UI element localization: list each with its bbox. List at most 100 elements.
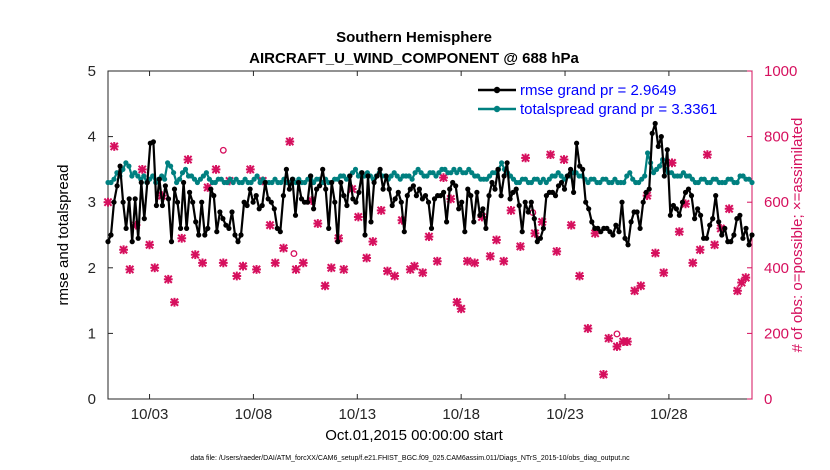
left-tick-label: 3 (88, 194, 96, 211)
rmse-point (359, 170, 365, 176)
obs-assimilated-marker (270, 258, 280, 268)
totalspread-point (636, 179, 642, 186)
obs-assimilated-marker (198, 258, 207, 268)
obs-assimilated-marker (695, 245, 705, 255)
rmse-point (604, 225, 610, 231)
rmse-point (649, 130, 655, 136)
totalspread-point (230, 179, 236, 186)
x-tick-label: 10/18 (442, 406, 480, 423)
totalspread-point (126, 163, 132, 169)
rmse-point (171, 186, 178, 192)
totalspread-point (203, 170, 209, 176)
rmse-point (329, 179, 335, 186)
rmse-point (419, 196, 425, 202)
rmse-point (540, 225, 547, 231)
obs-assimilated-marker (109, 142, 119, 151)
rmse-point (447, 186, 453, 192)
rmse-point (471, 219, 477, 225)
rmse-point (716, 219, 722, 225)
rmse-point (350, 196, 356, 202)
totalspread-point (534, 176, 540, 182)
rmse-point (598, 229, 604, 235)
obs-assimilated-marker (418, 268, 428, 278)
totalspread-point (746, 176, 752, 182)
rmse-point (646, 186, 652, 192)
rmse-point (610, 232, 616, 238)
rmse-point (165, 196, 172, 202)
rmse-point (519, 229, 525, 235)
obs-assimilated-marker (183, 155, 193, 164)
rmse-point (196, 232, 202, 238)
rmse-point (283, 166, 289, 172)
rmse-point (513, 186, 519, 192)
obs-assimilated-marker (710, 240, 720, 250)
right-tick-label: 400 (764, 260, 789, 277)
rmse-point (380, 186, 386, 192)
rmse-point (184, 225, 190, 231)
rmse-point (347, 173, 353, 179)
rmse-point (749, 232, 755, 238)
obs-assimilated-marker (651, 248, 660, 258)
totalspread-point (108, 179, 114, 186)
totalspread-point (200, 173, 206, 179)
rmse-point (595, 225, 601, 231)
rmse-point (341, 193, 347, 199)
totalspread-point (624, 173, 630, 179)
totalspread-point (227, 176, 233, 182)
obs-assimilated-marker (733, 286, 742, 296)
obs-assimilated-marker (583, 324, 593, 333)
rmse-point (271, 206, 277, 212)
totalspread-point (174, 179, 180, 186)
legend-background (470, 77, 742, 119)
rmse-point (162, 183, 168, 189)
totalspread-point (388, 173, 394, 179)
obs-assimilated-marker (368, 237, 378, 246)
y-axis-label-right: # of obs: o=possible; ×=assimilated (789, 118, 806, 353)
obs-assimilated-marker (499, 256, 509, 266)
totalspread-point (645, 150, 651, 156)
left-axis: 0 1 2 3 4 5 (88, 63, 113, 408)
obs-assimilated-marker (667, 158, 677, 168)
rmse-point (241, 199, 247, 205)
rmse-point (658, 134, 664, 140)
totalspread-point (206, 176, 212, 182)
totalspread-point (701, 176, 707, 182)
rmse-point (289, 176, 295, 182)
y-axis-label-left: rmse and totalspread (55, 165, 72, 306)
obs-assimilated-marker (485, 251, 495, 261)
right-tick-label: 600 (764, 194, 789, 211)
rmse-point (371, 179, 377, 186)
rmse-point (295, 179, 302, 186)
rmse-point (123, 225, 129, 231)
rmse-point (607, 229, 613, 235)
rmse-point (516, 202, 522, 209)
obs-assimilated-marker (353, 212, 363, 222)
totalspread-point (182, 166, 189, 172)
rmse-point (692, 216, 698, 222)
totalspread-point (141, 173, 147, 179)
obs-assimilated-marker (177, 233, 187, 243)
obs-assimilated-marker (291, 265, 301, 274)
totalspread-point (391, 170, 397, 176)
totalspread-point (111, 176, 117, 182)
rmse-point (304, 199, 311, 205)
totalspread-point (415, 166, 421, 172)
totalspread-point (352, 166, 359, 172)
rmse-point (365, 173, 371, 179)
obs-assimilated-marker (424, 232, 434, 242)
totalspread-point (627, 170, 633, 176)
x-axis: 10/03 10/08 10/13 10/18 10/23 10/28 (131, 71, 688, 423)
rmse-point (217, 209, 223, 215)
rmse-point (459, 199, 465, 205)
totalspread-point (728, 176, 734, 182)
rmse-line (106, 122, 754, 246)
rmse-point (580, 166, 586, 172)
rmse-point (238, 232, 244, 238)
obs-assimilated-marker (559, 155, 569, 164)
rmse-point (441, 189, 447, 195)
obs-assimilated-marker (279, 243, 288, 253)
rmse-point (108, 232, 114, 238)
rmse-point (537, 235, 544, 241)
totalspread-point (668, 170, 675, 176)
totalspread-point (597, 179, 603, 186)
